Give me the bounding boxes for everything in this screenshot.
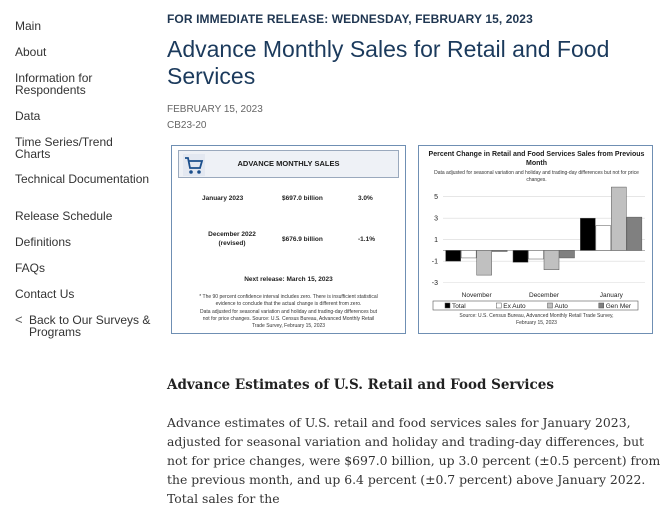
legend-swatch (444, 302, 451, 309)
chart-title: Percent Change in Retail and Food Servic… (428, 151, 645, 167)
page-title: Advance Monthly Sales for Retail and Foo… (167, 36, 610, 89)
summary-row-1-value: $697.0 billion (282, 195, 323, 202)
sidebar-item-faqs[interactable]: FAQs (15, 261, 46, 275)
sidebar-item-technical-documentation[interactable]: Technical Documentation (15, 172, 150, 186)
summary-footnote-3: Data adjusted for seasonal variation and… (200, 309, 377, 315)
percent-change-chart-card[interactable]: Percent Change in Retail and Food Servic… (418, 145, 653, 334)
summary-footnote-2: evidence to conclude that the actual cha… (215, 301, 362, 307)
y-tick-label: 3 (434, 216, 438, 223)
next-release-note: Next release: March 15, 2023 (244, 276, 333, 283)
sidebar-item-time-series[interactable]: Time Series/Trend Charts (15, 135, 113, 161)
chart-source-1: Source: U.S. Census Bureau, Advanced Mon… (459, 313, 614, 319)
bar (445, 250, 461, 262)
legend-label: Gen Mer (606, 303, 632, 310)
shopping-cart-icon (183, 154, 205, 176)
release-kicker: FOR IMMEDIATE RELEASE: WEDNESDAY, FEBRUA… (167, 12, 533, 26)
y-tick-label: 5 (434, 194, 438, 201)
legend-label: Total (452, 303, 466, 310)
release-date: FEBRUARY 15, 2023 (167, 104, 263, 115)
advance-sales-summary-card[interactable]: ADVANCE MONTHLY SALES January 2023 $697.… (171, 145, 406, 334)
x-category-label: November (462, 292, 493, 299)
sidebar-item-main[interactable]: Main (15, 19, 42, 33)
summary-row-2-period: December 2022 (208, 231, 256, 238)
main-content: FOR IMMEDIATE RELEASE: WEDNESDAY, FEBRUA… (167, 0, 670, 506)
sidebar-item-about[interactable]: About (15, 45, 47, 59)
back-link-label: Back to Our Surveys & Programs (29, 313, 151, 339)
summary-card-header: ADVANCE MONTHLY SALES (178, 150, 399, 178)
legend-swatch (598, 302, 604, 309)
chart-source-2: February 15, 2023 (516, 320, 557, 326)
sidebar-nav: Main About Information for Respondents D… (0, 0, 160, 482)
sidebar-item-information-for-respondents[interactable]: Information for Respondents (15, 71, 93, 97)
bar (491, 250, 508, 252)
chevron-left-icon: < (15, 312, 23, 327)
bar (460, 250, 477, 259)
bar (626, 216, 643, 251)
legend-box (432, 300, 639, 311)
sidebar-item-release-schedule[interactable]: Release Schedule (15, 209, 113, 223)
section-heading: Advance Estimates of U.S. Retail and Foo… (167, 377, 554, 393)
bar (512, 250, 529, 263)
legend-swatch (496, 302, 502, 309)
bar (611, 186, 627, 251)
legend-label: Auto (555, 303, 569, 310)
release-code: CB23-20 (167, 120, 207, 131)
y-tick-label: 1 (434, 237, 438, 244)
x-category-label: January (600, 292, 624, 299)
article-paragraph: Advance estimates of U.S. retail and foo… (167, 415, 661, 506)
back-to-surveys-link[interactable]: < Back to Our Surveys & Programs (15, 312, 150, 340)
bar-chart: 5 3 1 -1 -3 November December January Total Ex Au… (432, 186, 645, 311)
bar (476, 250, 492, 276)
legend-label: Ex Auto (503, 303, 526, 310)
x-category-label: December (529, 292, 560, 299)
summary-row-1-change: 3.0% (358, 195, 373, 202)
summary-row-2-value: $676.9 billion (282, 236, 323, 243)
bar (559, 250, 575, 259)
bar (580, 217, 596, 251)
summary-row-1-period: January 2023 (202, 195, 244, 202)
summary-card-title: ADVANCE MONTHLY SALES (237, 159, 340, 168)
summary-footnote-1: * The 90 percent confidence interval inc… (199, 294, 378, 300)
summary-footnote-5: Trade Survey, February 15, 2023 (251, 323, 326, 329)
y-tick-label: -1 (432, 259, 438, 266)
legend-swatch (547, 302, 553, 309)
bar (543, 250, 560, 270)
sidebar-item-definitions[interactable]: Definitions (15, 235, 72, 249)
sidebar-item-data[interactable]: Data (15, 109, 41, 123)
summary-footnote-4: not for price changes. Source: U.S. Cens… (202, 316, 375, 322)
bar (595, 225, 612, 251)
summary-row-2-period-note: (revised) (218, 240, 246, 247)
sidebar-item-contact-us[interactable]: Contact Us (15, 287, 75, 301)
y-tick-label: -3 (432, 280, 438, 287)
bar (528, 250, 544, 260)
summary-row-2-change: -1.1% (358, 236, 375, 243)
chart-subtitle: Data adjusted for seasonal variation and… (434, 170, 639, 183)
